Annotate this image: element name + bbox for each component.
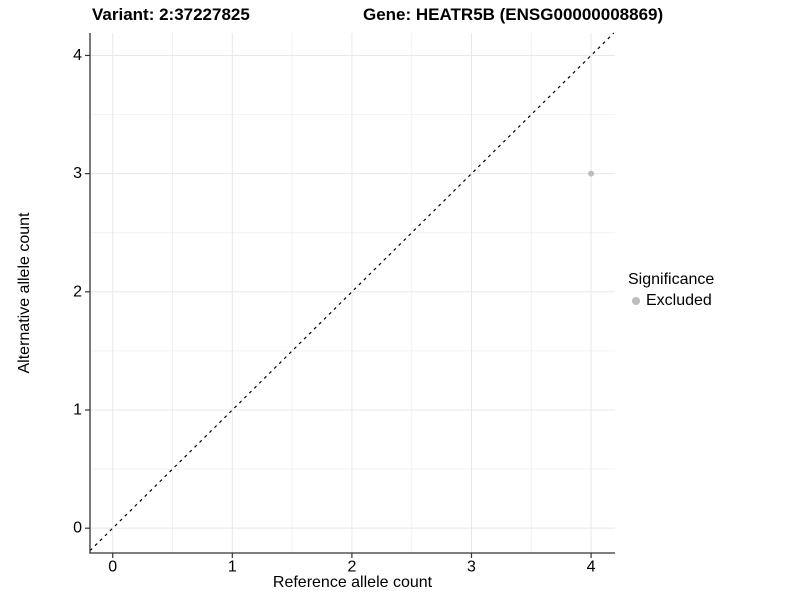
y-tick-label: 0 [73,520,82,537]
y-axis-title: Alternative allele count [16,212,33,374]
x-tick-label: 1 [228,559,237,576]
legend-item-label: Excluded [646,292,712,309]
axis-ticks-and-labels: 0 1 2 3 4 0 1 2 3 4 [73,47,596,576]
x-tick-label: 2 [347,559,356,576]
y-tick-label: 3 [73,165,82,182]
plot-title-variant: Variant: 2:37227825 [92,5,250,24]
legend-item-excluded: Excluded [628,292,714,310]
y-tick-label: 4 [73,47,82,64]
y-tick-label: 1 [73,402,82,419]
legend-title: Significance [628,271,715,288]
x-tick-label: 3 [467,559,476,576]
x-tick-label: 0 [108,559,117,576]
gridlines-major [90,33,615,553]
legend: Significance Excluded [628,271,714,310]
x-axis-title: Reference allele count [272,574,433,591]
plot-title-gene: Gene: HEATR5B (ENSG00000008869) [363,5,664,24]
legend-point-icon [632,297,640,305]
data-point-excluded [588,170,595,177]
y-tick-label: 2 [73,283,82,300]
x-tick-label: 4 [587,559,596,576]
gridlines-minor [90,33,615,553]
